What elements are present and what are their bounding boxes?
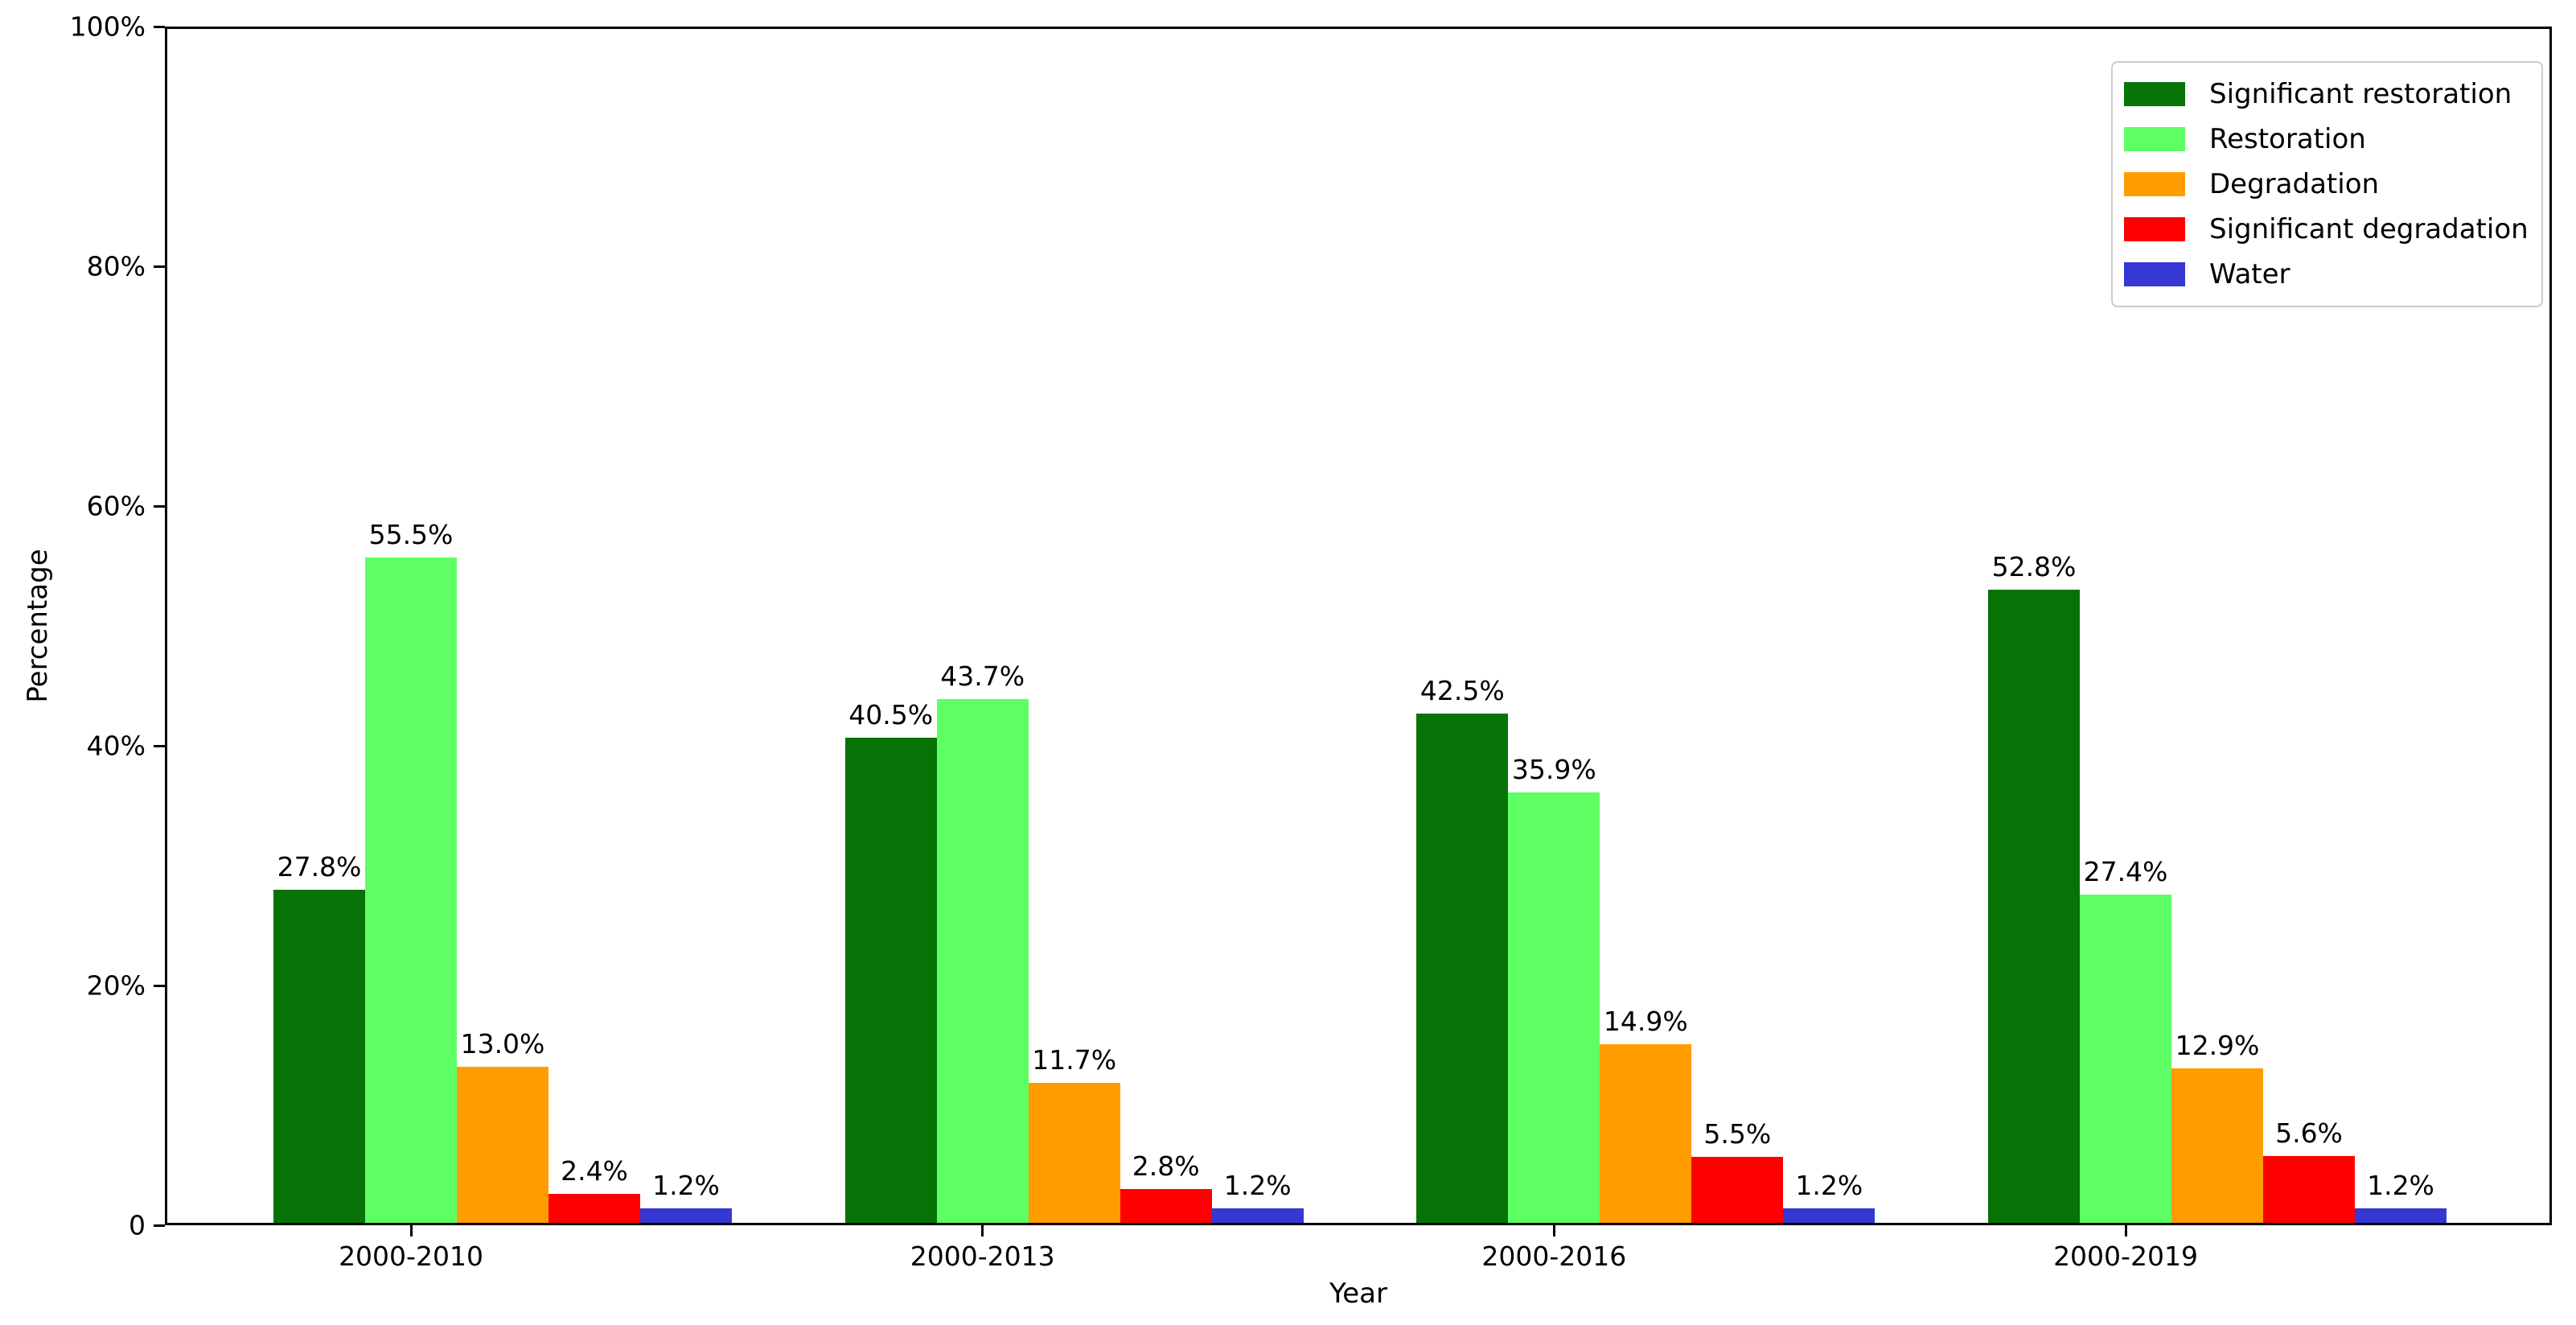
x-axis-label: Year bbox=[1329, 1278, 1387, 1310]
y-tick-label: 80% bbox=[86, 250, 146, 282]
bar-2000-2013-degradation bbox=[1028, 1082, 1120, 1223]
bars-layer: 27.8% 55.5% 13.0% 2.4% 1.2% 40.5% 43.7% 11.7% 2.… bbox=[167, 29, 2549, 1223]
bar-value-label: 14.9% bbox=[1603, 1006, 1688, 1037]
x-tick-mark bbox=[2124, 1225, 2127, 1237]
bar-2000-2019-restoration bbox=[2080, 894, 2171, 1223]
legend-label: Degradation bbox=[2209, 168, 2380, 200]
y-tick-mark bbox=[154, 1224, 165, 1227]
bar-2000-2019-degradation bbox=[2171, 1068, 2263, 1223]
bar-value-label: 35.9% bbox=[1511, 754, 1596, 786]
bar-2000-2010-degradation bbox=[457, 1067, 548, 1223]
y-tick-label: 60% bbox=[86, 490, 146, 522]
bar-2000-2016-restoration bbox=[1508, 792, 1600, 1223]
x-tick-label-2000-2013: 2000-2013 bbox=[910, 1241, 1055, 1272]
bar-2000-2016-significant-restoration bbox=[1416, 713, 1509, 1223]
legend-swatch-icon bbox=[2124, 82, 2185, 106]
bar-2000-2010-significant-degradation bbox=[548, 1194, 640, 1223]
legend-item-water: Water bbox=[2124, 261, 2529, 288]
bar-2000-2013-significant-degradation bbox=[1120, 1189, 1212, 1223]
y-tick-mark bbox=[154, 984, 165, 987]
bar-2000-2013-significant-restoration bbox=[844, 737, 937, 1223]
bar-2000-2013-restoration bbox=[936, 698, 1029, 1223]
y-tick-label: 100% bbox=[69, 10, 146, 43]
bar-value-label: 13.0% bbox=[460, 1028, 545, 1060]
bar-2000-2013-water bbox=[1211, 1208, 1304, 1223]
y-tick-label: 20% bbox=[86, 969, 146, 1002]
bar-2000-2016-water bbox=[1783, 1208, 1876, 1223]
y-tick-label: 40% bbox=[86, 730, 146, 762]
legend: Significant restoration Restoration Degrad… bbox=[2111, 61, 2543, 307]
bar-value-label: 27.8% bbox=[277, 850, 362, 883]
legend-label: Restoration bbox=[2209, 123, 2366, 155]
legend-swatch-icon bbox=[2124, 262, 2185, 286]
bar-value-label: 40.5% bbox=[848, 698, 934, 730]
bar-value-label: 2.8% bbox=[1132, 1150, 1200, 1183]
bar-value-label: 1.2% bbox=[2367, 1170, 2434, 1202]
bar-2000-2010-significant-restoration bbox=[273, 889, 365, 1223]
legend-item-significant-restoration: Significant restoration bbox=[2124, 80, 2529, 108]
x-tick-label-2000-2010: 2000-2010 bbox=[339, 1241, 483, 1272]
legend-label: Significant restoration bbox=[2209, 78, 2512, 110]
y-axis-label: Percentage bbox=[22, 549, 54, 703]
bar-2000-2010-restoration bbox=[365, 558, 457, 1223]
legend-item-restoration: Restoration bbox=[2124, 126, 2529, 153]
x-tick-mark bbox=[981, 1225, 984, 1237]
bar-2000-2019-significant-restoration bbox=[1988, 590, 2080, 1223]
bar-value-label: 1.2% bbox=[1223, 1170, 1292, 1202]
bar-value-label: 12.9% bbox=[2175, 1029, 2260, 1061]
x-tick-label-2000-2019: 2000-2019 bbox=[2053, 1241, 2198, 1272]
bar-value-label: 5.6% bbox=[2275, 1117, 2343, 1149]
legend-label: Water bbox=[2209, 258, 2290, 290]
y-tick-mark bbox=[154, 25, 165, 28]
legend-label: Significant degradation bbox=[2209, 213, 2529, 245]
y-tick-mark bbox=[154, 504, 165, 508]
bar-value-label: 11.7% bbox=[1032, 1043, 1117, 1076]
x-tick-label-2000-2016: 2000-2016 bbox=[1481, 1241, 1627, 1272]
legend-swatch-icon bbox=[2124, 172, 2185, 196]
legend-swatch-icon bbox=[2124, 127, 2185, 151]
legend-item-degradation: Degradation bbox=[2124, 171, 2529, 198]
bar-2000-2019-significant-degradation bbox=[2263, 1155, 2355, 1223]
bar-2000-2016-significant-degradation bbox=[1691, 1157, 1784, 1223]
bar-value-label: 55.5% bbox=[368, 519, 454, 551]
x-tick-mark bbox=[409, 1225, 413, 1237]
bar-2000-2016-degradation bbox=[1600, 1044, 1692, 1223]
y-tick-mark bbox=[154, 265, 165, 268]
bar-value-label: 1.2% bbox=[652, 1170, 720, 1202]
bar-2000-2019-water bbox=[2355, 1208, 2447, 1223]
plot-area: 27.8% 55.5% 13.0% 2.4% 1.2% 40.5% 43.7% 11.7% 2.… bbox=[165, 27, 2552, 1225]
bar-value-label: 27.4% bbox=[2083, 855, 2168, 887]
bar-value-label: 2.4% bbox=[561, 1155, 628, 1187]
y-tick-mark bbox=[154, 744, 165, 747]
bar-2000-2010-water bbox=[640, 1208, 732, 1223]
legend-swatch-icon bbox=[2124, 217, 2185, 241]
bar-value-label: 5.5% bbox=[1703, 1118, 1772, 1150]
y-tick-label: 0 bbox=[129, 1209, 146, 1241]
bar-value-label: 1.2% bbox=[1795, 1170, 1863, 1202]
bar-value-label: 43.7% bbox=[940, 660, 1025, 692]
legend-item-significant-degradation: Significant degradation bbox=[2124, 216, 2529, 243]
x-tick-mark bbox=[1552, 1225, 1555, 1237]
bar-value-label: 42.5% bbox=[1419, 674, 1505, 706]
bar-value-label: 52.8% bbox=[1991, 551, 2077, 583]
